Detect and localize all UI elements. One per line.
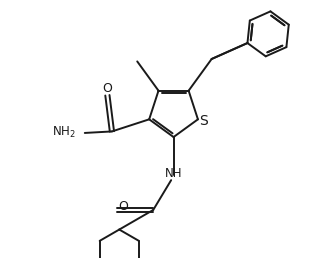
Text: O: O: [102, 82, 112, 95]
Text: NH: NH: [165, 167, 182, 180]
Text: NH$_2$: NH$_2$: [52, 125, 76, 140]
Text: S: S: [199, 114, 208, 128]
Text: O: O: [118, 200, 128, 213]
